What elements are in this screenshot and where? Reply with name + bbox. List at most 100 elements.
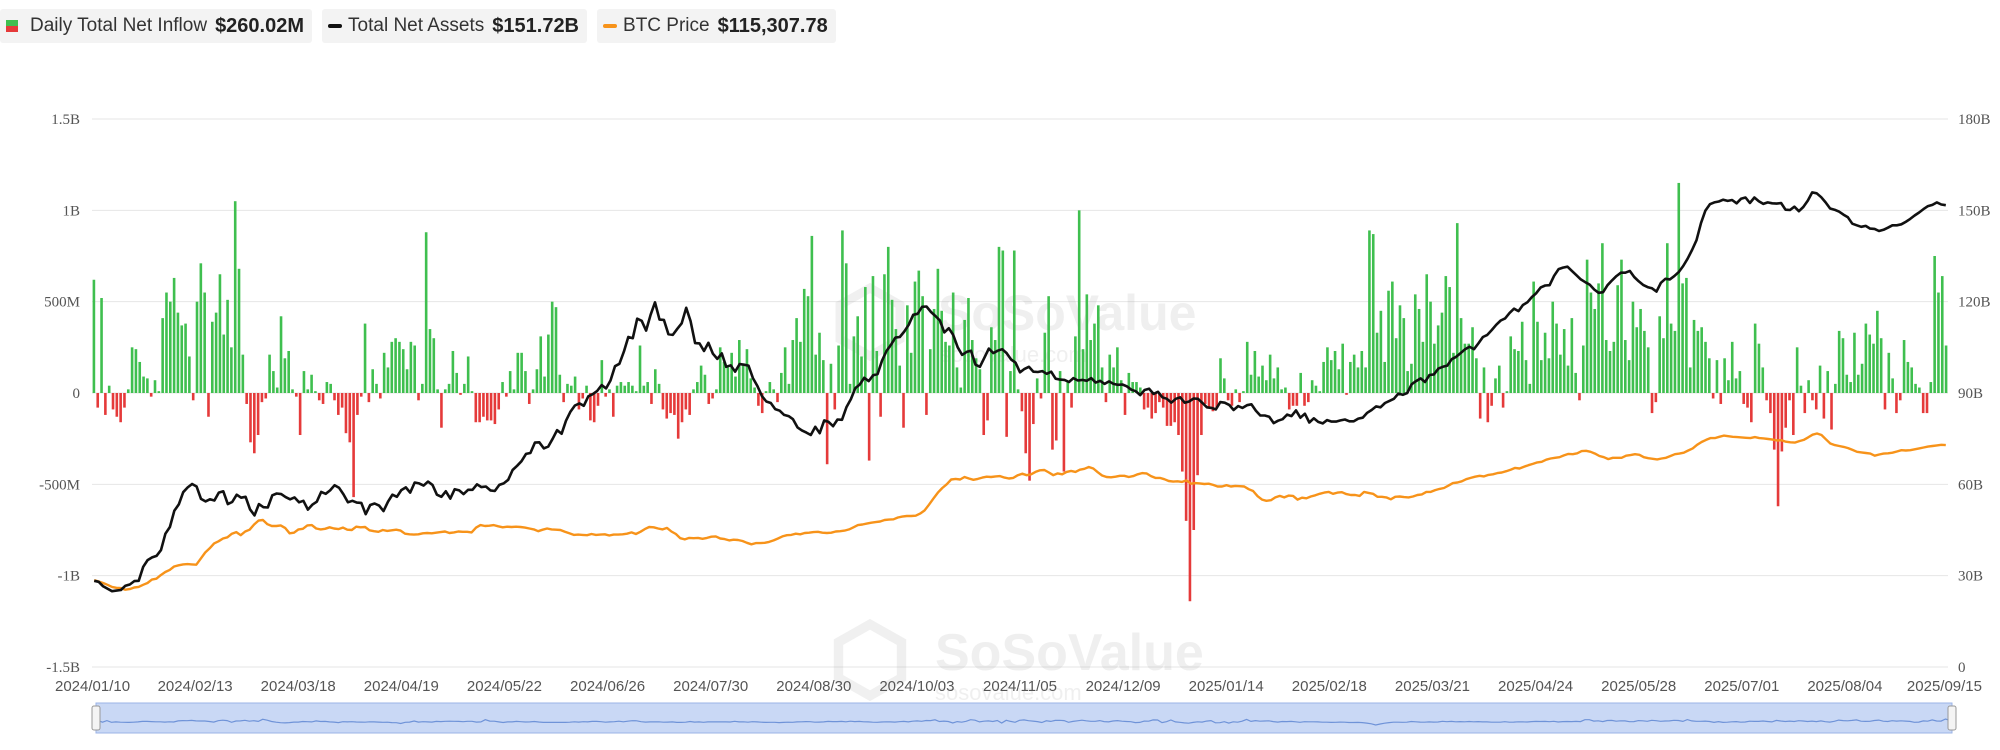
inflow-bar (1459, 318, 1463, 393)
inflow-bar (1463, 343, 1467, 393)
inflow-bar (1520, 321, 1524, 393)
navigator-handle-left[interactable] (91, 705, 101, 731)
inflow-bar (1650, 393, 1654, 414)
inflow-bar (917, 270, 921, 393)
inflow-bar (348, 393, 352, 443)
inflow-bar (1513, 349, 1516, 393)
inflow-bar (1287, 393, 1291, 410)
inflow-bar (455, 372, 459, 393)
inflow-bar (569, 385, 573, 393)
y-right-tick-label: 120B (1958, 295, 1991, 311)
legend-label: Total Net Assets (348, 15, 485, 36)
inflow-bar (1868, 334, 1872, 393)
inflow-bar (1108, 354, 1112, 393)
inflow-bar (1822, 393, 1826, 419)
inflow-bar (1944, 345, 1948, 393)
inflow-bar (894, 329, 898, 393)
inflow-bar (1116, 347, 1119, 393)
inflow-bar (310, 374, 313, 393)
inflow-bar (1303, 393, 1306, 406)
inflow-bar (1753, 323, 1757, 393)
inflow-bar (401, 349, 405, 393)
inflow-bar (1505, 391, 1509, 393)
inflow-bar (1494, 378, 1497, 393)
inflow-bar (1643, 330, 1646, 393)
inflow-bar (1223, 378, 1226, 393)
inflow-bar (359, 393, 363, 397)
inflow-bar (715, 389, 718, 393)
inflow-bar (1345, 393, 1348, 395)
inflow-bar (1578, 393, 1581, 401)
y-right-tick-label: 180B (1958, 112, 1991, 128)
inflow-bar (799, 341, 802, 393)
inflow-bar (253, 393, 256, 454)
x-tick-label: 2024/05/22 (467, 678, 542, 695)
inflow-bar (1192, 393, 1196, 530)
inflow-bar (741, 363, 745, 393)
inflow-bar (856, 316, 859, 393)
inflow-bar (520, 352, 523, 393)
inflow-bar (787, 383, 791, 393)
inflow-bar (550, 301, 554, 393)
legend-item-btc-price[interactable]: BTC Price $115,307.78 (597, 9, 836, 43)
inflow-bar (237, 268, 241, 393)
inflow-bar (214, 312, 218, 393)
inflow-bar (1085, 294, 1089, 393)
inflow-bar (928, 349, 932, 393)
inflow-bar (1551, 301, 1555, 393)
inflow-bar (657, 383, 661, 393)
inflow-bar (497, 393, 501, 410)
inflow-bar (1570, 318, 1574, 393)
inflow-bar (1616, 285, 1619, 393)
inflow-bar (692, 389, 695, 393)
inflow-bar (1849, 382, 1852, 393)
navigator-handle-right[interactable] (1947, 705, 1957, 731)
inflow-bar (814, 354, 817, 393)
inflow-bar (1482, 367, 1486, 393)
inflow-bar (1585, 259, 1589, 393)
inflow-bar (157, 391, 161, 393)
inflow-bar (1845, 374, 1849, 393)
inflow-bar (722, 361, 726, 393)
range-navigator[interactable] (91, 702, 1957, 734)
x-tick-label: 2025/07/01 (1704, 678, 1779, 695)
inflow-bar (547, 334, 550, 393)
inflow-bar (1872, 343, 1875, 393)
inflow-bar (1165, 393, 1169, 426)
inflow-bar (1601, 243, 1604, 393)
x-tick-label: 2025/08/04 (1807, 678, 1882, 695)
inflow-bar (1196, 393, 1199, 476)
inflow-bar (581, 393, 585, 399)
inflow-bar (1360, 350, 1364, 393)
legend-item-total-net-assets[interactable]: Total Net Assets $151.72B (322, 9, 588, 43)
inflow-bar (768, 382, 772, 393)
inflow-bar (875, 350, 879, 393)
inflow-bar (764, 391, 768, 393)
inflow-bar (1750, 393, 1753, 423)
inflow-bar (1417, 308, 1421, 393)
inflow-bar (1692, 319, 1696, 393)
inflow-bar (783, 347, 787, 393)
inflow-bar (1788, 393, 1791, 401)
inflow-bar (1135, 382, 1138, 393)
inflow-bar (1100, 367, 1104, 393)
inflow-bar (1811, 393, 1814, 401)
legend-label: BTC Price (623, 15, 710, 36)
y-right-tick-label: 0 (1958, 660, 1966, 676)
inflow-bar (1620, 259, 1623, 393)
inflow-bar (822, 360, 825, 393)
inflow-bar (1318, 391, 1322, 393)
inflow-bar (879, 393, 882, 417)
inflow-bar (1769, 393, 1772, 414)
inflow-bar (188, 356, 191, 393)
inflow-bar (1257, 376, 1260, 393)
inflow-bar (906, 305, 909, 393)
inflow-bar (386, 367, 390, 393)
inflow-bar (1074, 336, 1077, 393)
inflow-bar (1364, 367, 1367, 393)
inflow-bar (1123, 393, 1127, 415)
inflow-bar (585, 385, 588, 393)
legend-item-daily-total-net-inflow[interactable]: Daily Total Net Inflow $260.02M (0, 9, 313, 43)
inflow-bar (432, 338, 436, 393)
inflow-bar (482, 393, 485, 417)
